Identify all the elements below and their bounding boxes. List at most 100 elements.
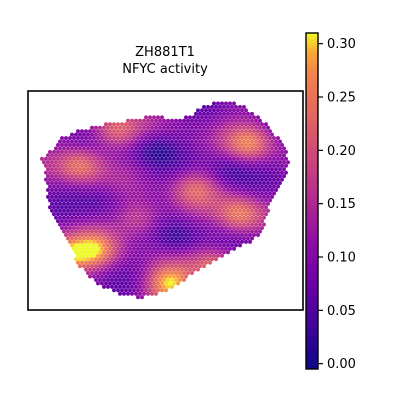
spot: [96, 260, 100, 265]
spot: [76, 149, 80, 154]
spot: [46, 160, 50, 165]
spot: [164, 205, 168, 210]
spot: [74, 153, 78, 158]
spot: [228, 205, 232, 210]
spot: [242, 174, 246, 179]
spot: [162, 146, 166, 151]
spot: [88, 198, 92, 203]
spot: [148, 163, 152, 168]
spot: [234, 215, 238, 220]
spot: [192, 253, 196, 258]
spot: [156, 205, 160, 210]
spot: [64, 232, 68, 237]
spot: [262, 181, 266, 185]
spot: [238, 188, 242, 192]
spot: [244, 219, 248, 224]
spot: [206, 111, 210, 116]
spot: [72, 239, 76, 244]
spot: [206, 222, 210, 227]
spot: [236, 170, 240, 175]
spot: [76, 143, 80, 147]
spot: [242, 104, 246, 109]
chart-subtitle: NFYC activity: [122, 62, 208, 77]
spot: [92, 143, 96, 147]
spot: [264, 205, 268, 210]
spot: [150, 139, 154, 144]
spot: [110, 160, 114, 165]
spot: [244, 239, 248, 244]
spot: [128, 267, 132, 272]
spot: [216, 143, 220, 147]
spot: [166, 181, 170, 185]
spot: [56, 177, 60, 182]
spot: [94, 188, 98, 192]
spot: [94, 250, 98, 255]
spot: [186, 139, 190, 144]
spot: [206, 153, 210, 158]
spot: [180, 246, 184, 251]
spot: [240, 122, 244, 127]
spot: [106, 250, 110, 255]
spot: [172, 232, 176, 237]
spot: [196, 267, 200, 272]
spot: [108, 239, 112, 244]
spot: [170, 201, 174, 206]
spot: [100, 136, 104, 141]
spot: [132, 205, 136, 210]
spot: [92, 226, 96, 230]
spot: [86, 160, 90, 165]
spot: [90, 194, 94, 199]
spot: [182, 222, 186, 227]
spot: [182, 139, 186, 144]
spot: [278, 174, 282, 179]
spot: [60, 156, 64, 161]
spot: [86, 188, 90, 192]
spot: [222, 104, 226, 109]
spot: [194, 167, 198, 172]
spot: [98, 188, 102, 192]
spot: [126, 146, 130, 151]
spot: [56, 212, 60, 217]
spot: [140, 191, 144, 196]
spot: [116, 281, 120, 286]
spot: [86, 257, 90, 262]
spot: [76, 170, 80, 175]
spot: [172, 163, 176, 168]
spot: [192, 267, 196, 272]
spot: [168, 253, 172, 258]
spot: [170, 250, 174, 255]
spot: [214, 222, 218, 227]
spot: [54, 181, 58, 185]
spot: [270, 132, 274, 137]
spot: [78, 250, 82, 255]
spot: [164, 239, 168, 244]
spot: [214, 111, 218, 116]
spot: [230, 139, 234, 144]
spot: [136, 205, 140, 210]
spot: [198, 264, 202, 269]
spot: [116, 149, 120, 154]
spot: [188, 246, 192, 251]
spot: [216, 170, 220, 175]
spot: [174, 125, 178, 130]
spot: [152, 212, 156, 217]
spot: [242, 167, 246, 172]
spot: [100, 170, 104, 175]
spot: [116, 212, 120, 217]
spot: [166, 201, 170, 206]
spot: [118, 229, 122, 234]
spot: [138, 160, 142, 165]
spot: [96, 239, 100, 244]
spot: [90, 160, 94, 165]
spot: [210, 222, 214, 227]
spot: [106, 132, 110, 137]
spot: [94, 222, 98, 227]
spot: [50, 194, 54, 199]
spot: [218, 118, 222, 123]
spot: [186, 181, 190, 185]
spot: [108, 205, 112, 210]
spot: [68, 205, 72, 210]
spot: [130, 284, 134, 289]
spot: [234, 181, 238, 185]
spot: [190, 153, 194, 158]
